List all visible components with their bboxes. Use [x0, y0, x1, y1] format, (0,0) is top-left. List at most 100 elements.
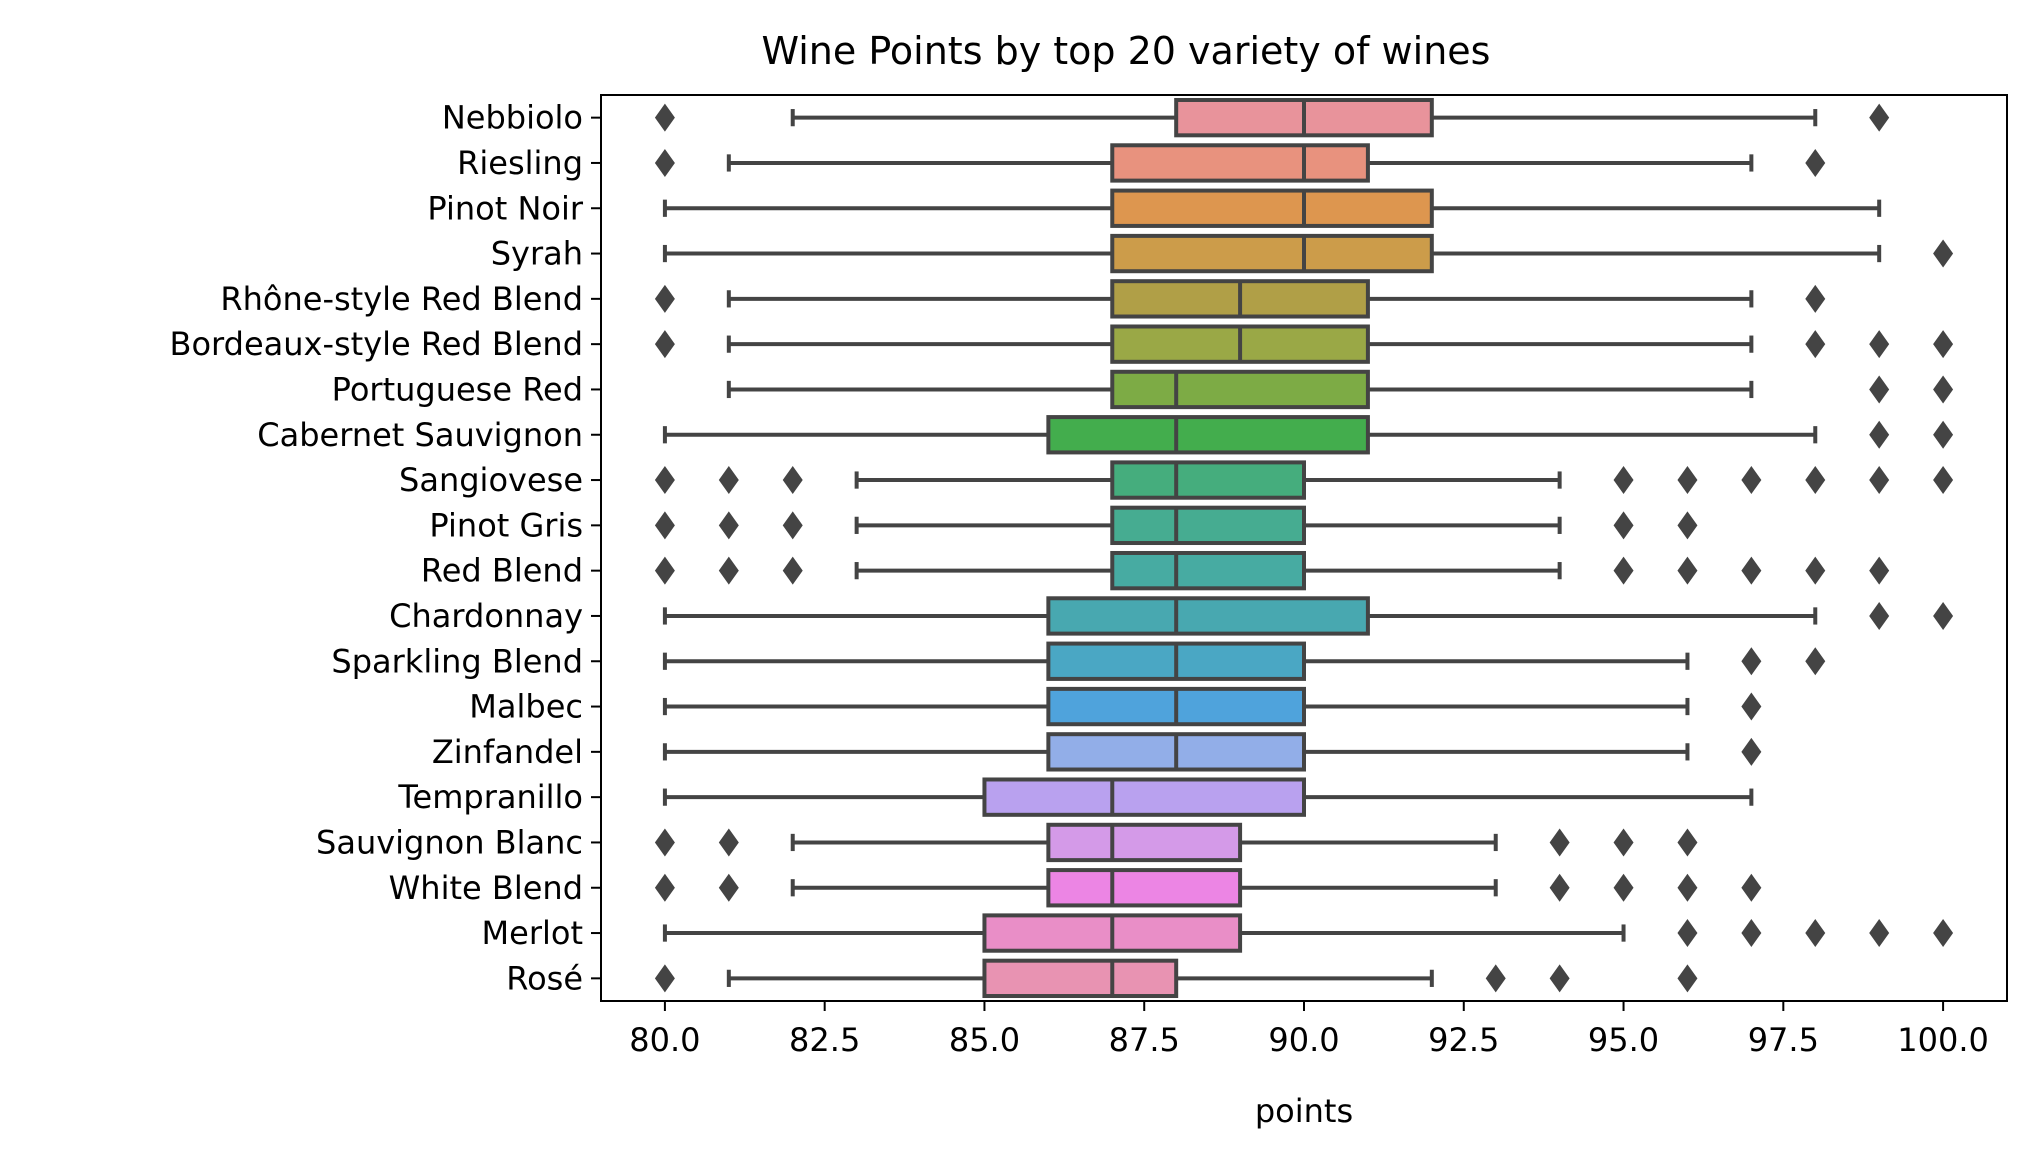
outlier-point [782, 556, 803, 585]
box-group [662, 233, 1954, 274]
iqr-box [1046, 415, 1370, 455]
outlier-point [1933, 420, 1954, 449]
y-tick-label: Red Blend [421, 552, 583, 590]
y-tick-label: Pinot Gris [429, 506, 583, 544]
outlier-point [718, 873, 739, 902]
outlier-point [1741, 556, 1762, 585]
outlier-point [1549, 964, 1570, 993]
y-tick-label: Nebbiolo [442, 99, 583, 137]
iqr-box [982, 777, 1306, 817]
outlier-point [1869, 601, 1890, 630]
outlier-point [1805, 919, 1826, 948]
outlier-point [1741, 737, 1762, 766]
outlier-point [1869, 375, 1890, 404]
outlier-point [718, 556, 739, 585]
box-group [662, 415, 1954, 455]
y-tick-label: Sangiovese [399, 461, 583, 499]
iqr-box [1046, 868, 1243, 908]
y-tick-label: Chardonnay [389, 597, 583, 635]
outlier-point [1677, 873, 1698, 902]
iqr-box [1046, 596, 1370, 636]
outlier-point [1805, 284, 1826, 313]
outlier-point [718, 466, 739, 495]
box-group [662, 913, 1954, 953]
box-group [662, 596, 1954, 636]
y-tick-label: Rosé [506, 959, 583, 997]
outlier-point [1741, 466, 1762, 495]
outlier-point [1805, 148, 1826, 177]
box-group [654, 324, 1954, 364]
box-group [654, 822, 1698, 863]
outlier-point [1677, 556, 1698, 585]
box-group [654, 143, 1826, 183]
outlier-point [718, 511, 739, 540]
box-group [654, 550, 1890, 591]
iqr-box [982, 958, 1179, 999]
iqr-box [1110, 233, 1434, 274]
outlier-point [1677, 511, 1698, 540]
x-tick-label: 82.5 [789, 1021, 860, 1059]
outlier-point [1805, 647, 1826, 676]
y-tick-label: Pinot Noir [427, 189, 583, 227]
y-tick-label: Riesling [457, 144, 583, 182]
outlier-point [654, 511, 675, 540]
outlier-point [1869, 103, 1890, 132]
outlier-point [1933, 601, 1954, 630]
iqr-box [1110, 188, 1434, 228]
outlier-point [654, 466, 675, 495]
outlier-point [1613, 556, 1634, 585]
box-group [726, 369, 1954, 410]
y-tick-label: Bordeaux-style Red Blend [170, 325, 584, 363]
y-tick-label: Tempranillo [397, 778, 583, 816]
outlier-point [654, 148, 675, 177]
outlier-point [1741, 919, 1762, 948]
outlier-point [1677, 964, 1698, 993]
outlier-point [1933, 239, 1954, 268]
x-tick-label: 97.5 [1748, 1021, 1819, 1059]
outlier-point [1869, 466, 1890, 495]
x-tick-label: 87.5 [1109, 1021, 1180, 1059]
box-group [654, 958, 1698, 999]
outlier-point [1933, 466, 1954, 495]
outlier-point [1677, 919, 1698, 948]
outlier-point [654, 828, 675, 857]
box-group [654, 460, 1954, 500]
outlier-point [1869, 556, 1890, 585]
y-tick-label: Syrah [491, 235, 583, 273]
outlier-point [1869, 420, 1890, 449]
outlier-point [1741, 692, 1762, 721]
outlier-point [1549, 828, 1570, 857]
iqr-box [1046, 822, 1243, 863]
outlier-point [1933, 330, 1954, 359]
outlier-point [654, 556, 675, 585]
outlier-point [654, 873, 675, 902]
y-tick-label: White Blend [389, 869, 583, 907]
y-tick-label: Rhône-style Red Blend [220, 280, 583, 318]
x-axis-label: points [1255, 1092, 1353, 1130]
outlier-point [782, 466, 803, 495]
x-tick-label: 85.0 [949, 1021, 1020, 1059]
plot-frame [600, 94, 2008, 1002]
y-tick-label: Sauvignon Blanc [316, 823, 583, 861]
outlier-point [1933, 375, 1954, 404]
outlier-point [1805, 330, 1826, 359]
box-group [654, 279, 1826, 319]
outlier-point [654, 330, 675, 359]
iqr-box [1110, 369, 1370, 410]
box-group [654, 868, 1762, 908]
y-axis: Nebbiolo Riesling Pinot Noir Syrah Rhône-sty… [170, 99, 601, 997]
outlier-point [1677, 466, 1698, 495]
y-tick-label: Sparkling Blend [331, 642, 583, 680]
x-tick-label: 92.5 [1428, 1021, 1499, 1059]
outlier-point [718, 828, 739, 857]
outlier-point [1805, 466, 1826, 495]
chart-title: Wine Points by top 20 variety of wines [762, 29, 1491, 73]
outlier-point [1613, 828, 1634, 857]
outlier-point [1741, 647, 1762, 676]
outlier-point [1613, 511, 1634, 540]
y-tick-label: Zinfandel [432, 733, 583, 771]
boxes-layer [654, 97, 1954, 999]
outlier-point [1933, 919, 1954, 948]
outlier-point [654, 964, 675, 993]
